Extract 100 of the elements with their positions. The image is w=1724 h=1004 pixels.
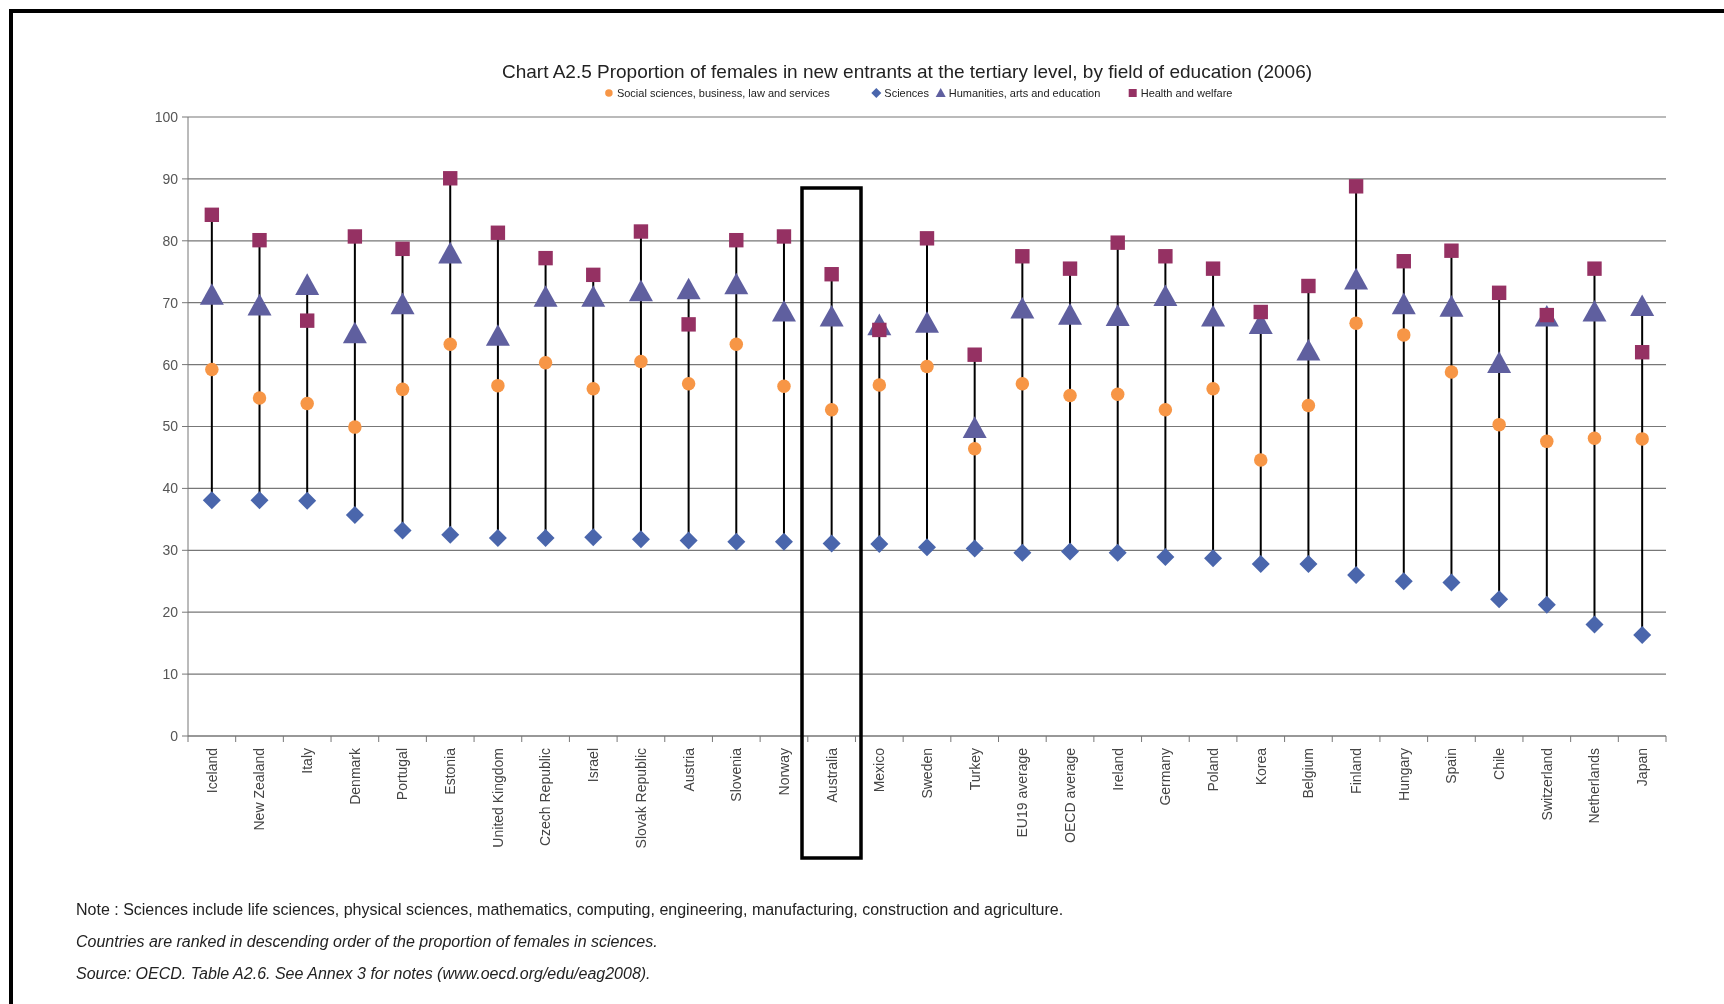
point [441,525,460,544]
point [1013,543,1032,562]
point [628,279,653,302]
x-tick-label: United Kingdom [489,748,506,848]
point [1348,179,1364,194]
point [485,324,510,346]
point [252,391,267,405]
point [729,232,744,248]
x-tick-label: Austria [680,747,697,792]
point [918,538,936,557]
point [1010,296,1035,319]
point [776,229,792,244]
point [1062,261,1078,276]
point [724,272,749,295]
point [1442,573,1461,592]
x-tick-label: New Zealand [251,748,268,831]
point [199,283,224,305]
x-tick-label: Netherlands [1586,748,1603,824]
x-tick-label: Ireland [1109,748,1126,791]
x-tick-label: Germany [1157,748,1174,806]
point [393,521,412,540]
x-tick-label: Chile [1491,747,1508,780]
point [395,382,410,397]
y-tick-label: 60 [162,356,179,373]
y-tick-label: 70 [162,294,179,311]
x-tick-label: Iceland [203,748,220,794]
point [1158,403,1173,417]
y-tick-label: 40 [162,480,179,497]
x-tick-label: OECD average [1061,747,1078,843]
text: Note : Sciences include life sciences, physical sciences, mathematics, computing, engineering, manufacturing, construction and agriculture. [76,901,1064,918]
point [1444,365,1459,379]
point [1110,387,1125,402]
point [581,285,606,307]
point [872,378,887,392]
y-tick-label: 100 [154,108,179,125]
point [395,241,410,257]
point [1396,254,1411,269]
x-tick-label: Spain [1443,748,1460,784]
point [1492,417,1506,432]
point [777,379,791,394]
x-tick-label: Australia [823,747,840,803]
point [1487,351,1512,373]
point [920,359,934,374]
point [1063,388,1077,403]
y-tick-label: 30 [162,542,179,559]
point [1251,554,1270,573]
point [1153,284,1178,307]
point [1630,294,1655,317]
point [491,378,505,393]
point [824,267,839,282]
legend-label: Humanities, arts and education [948,86,1101,99]
point [347,229,363,244]
point [1105,304,1130,326]
point [1015,249,1030,264]
point [633,224,649,239]
point [300,396,314,411]
y-tick-label: 0 [170,727,179,744]
point [348,420,362,434]
x-tick-label: Sweden [918,748,935,799]
point [1347,566,1366,585]
point [390,292,415,315]
y-tick-label: 20 [162,604,179,621]
point [584,528,603,547]
point [679,531,698,550]
point [824,403,839,417]
point [250,491,269,510]
point [443,171,458,186]
point [538,355,553,370]
point [1253,304,1268,320]
point [205,362,219,377]
point [1015,377,1030,391]
point [252,232,267,248]
legend-label: Sciences [884,86,930,99]
x-tick-label: Switzerland [1538,748,1555,821]
point [634,354,648,369]
x-tick-label: Portugal [394,748,411,801]
point [962,416,987,438]
point [247,293,272,316]
x-tick-label: Turkey [966,748,983,791]
point [1635,432,1649,446]
point [681,377,696,391]
x-tick-label: EU19 average [1014,747,1031,838]
point [681,317,696,332]
point [1156,548,1175,567]
text: Countries are ranked in descending order of the proportion of females in sciences. [76,933,658,950]
x-tick-label: Poland [1204,748,1221,792]
point [915,311,939,333]
point [1582,299,1607,322]
point [1344,267,1369,290]
point [1633,626,1652,645]
point [967,442,982,456]
chart-title: Chart A2.5 Proportion of females in new entrants at the tertiary level, by field of education (2006) [501,61,1313,82]
point [676,277,701,300]
point [1061,542,1080,561]
point [774,532,793,551]
point [538,250,553,266]
x-tick-label: Finland [1348,748,1364,794]
point [1299,554,1318,573]
point [967,347,982,362]
point [870,535,889,554]
